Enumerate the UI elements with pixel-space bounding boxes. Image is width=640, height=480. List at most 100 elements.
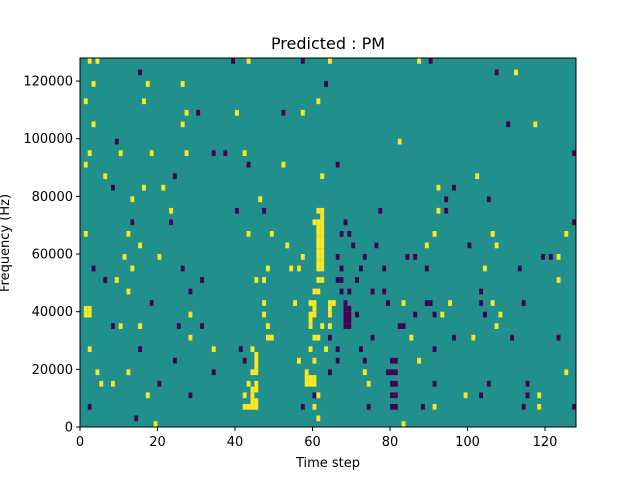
heatmap-background <box>80 58 576 427</box>
heatmap-cell-low <box>541 254 546 260</box>
heatmap-cell-low <box>444 196 449 203</box>
heatmap-cell-high <box>87 311 92 318</box>
heatmap-cell-high <box>308 375 313 381</box>
heatmap-cell-high <box>103 173 108 180</box>
heatmap-cell-high <box>242 403 247 410</box>
heatmap-cell-high <box>316 259 321 266</box>
heatmap-cell-low <box>355 277 360 283</box>
heatmap-cell-low <box>262 207 267 214</box>
heatmap-cell-low <box>188 392 193 399</box>
heatmap-cell-high <box>537 403 542 410</box>
heatmap-cell-high <box>312 311 317 318</box>
x-tick-label: 120 <box>533 435 558 450</box>
heatmap-cell-high <box>87 150 92 157</box>
x-tick-label: 60 <box>304 435 321 450</box>
heatmap-cell-high <box>494 323 499 329</box>
heatmap-cell-high <box>494 242 499 249</box>
heatmap-cell-high <box>316 236 321 243</box>
heatmap-cell-high <box>320 323 325 329</box>
heatmap-cell-low <box>328 369 332 376</box>
heatmap-cell-low <box>444 207 449 214</box>
heatmap-cell-high <box>145 81 150 87</box>
heatmap-cell-high <box>138 323 143 329</box>
heatmap-cell-high <box>99 380 104 387</box>
heatmap-cell-high <box>308 380 313 387</box>
heatmap-cell-low <box>362 357 367 364</box>
heatmap-cell-low <box>486 380 491 387</box>
heatmap-cell-low <box>157 380 162 387</box>
heatmap-cell-low <box>359 346 363 353</box>
heatmap-cell-high <box>436 207 441 214</box>
heatmap-cell-low <box>351 242 356 249</box>
heatmap-cell-high <box>254 369 259 376</box>
heatmap-cell-high <box>142 184 146 191</box>
heatmap-cell-high <box>184 150 189 157</box>
heatmap-cell-high <box>246 380 251 387</box>
heatmap-cell-high <box>266 265 270 272</box>
heatmap-cell-low <box>525 392 530 399</box>
heatmap-cell-high <box>250 398 255 404</box>
heatmap-cell-low <box>390 392 394 399</box>
heatmap-cell-high <box>308 311 313 318</box>
heatmap-cell-low <box>91 265 96 272</box>
heatmap-cell-high <box>87 346 92 353</box>
heatmap-cell-high <box>180 121 185 128</box>
heatmap-cell-low <box>111 323 115 329</box>
heatmap-cell-high <box>320 254 325 260</box>
heatmap-cell-low <box>393 403 398 410</box>
heatmap-cell-high <box>300 109 305 116</box>
y-tick-label: 60000 <box>32 248 73 263</box>
y-tick-label: 120000 <box>23 75 73 90</box>
heatmap-cell-high <box>285 242 290 249</box>
heatmap-cell-low <box>517 265 522 272</box>
heatmap-cell-high <box>250 403 255 410</box>
y-tick-label: 20000 <box>32 363 73 378</box>
heatmap-cell-low <box>506 121 511 128</box>
heatmap-cell-high <box>130 265 135 272</box>
heatmap-cell-high <box>320 236 325 243</box>
x-tick-label: 100 <box>455 435 480 450</box>
heatmap-cell-high <box>161 184 166 191</box>
heatmap-cell-low <box>405 254 410 260</box>
heatmap-cell-high <box>448 300 453 306</box>
heatmap-cell-low <box>173 357 177 364</box>
heatmap-cell-low <box>339 288 344 295</box>
heatmap-cell-low <box>413 254 418 260</box>
chart-title: Predicted : PM <box>271 34 385 53</box>
heatmap-cell-high <box>316 230 321 237</box>
heatmap-cell-high <box>180 81 185 87</box>
heatmap-cell-high <box>324 346 329 353</box>
heatmap-cell-high <box>304 369 309 376</box>
heatmap-cell-high <box>362 369 367 376</box>
heatmap-cell-high <box>328 311 332 318</box>
heatmap-cell-high <box>490 300 495 306</box>
heatmap-cell-low <box>370 334 375 341</box>
heatmap-cell-high <box>537 392 542 399</box>
heatmap-cell-high <box>250 392 255 399</box>
heatmap-cell-high <box>297 265 301 272</box>
heatmap-cell-high <box>409 334 414 341</box>
heatmap-cell-high <box>250 346 255 353</box>
heatmap-cell-high <box>304 375 309 381</box>
heatmap-cell-high <box>126 230 131 237</box>
heatmap-cell-low <box>138 69 143 76</box>
heatmap-cell-low <box>483 311 487 318</box>
heatmap-cell-high <box>122 254 127 260</box>
heatmap-cell-high <box>281 161 286 168</box>
heatmap-cell-low <box>359 265 363 272</box>
heatmap-cell-low <box>130 219 135 226</box>
heatmap-cell-high <box>289 265 294 272</box>
heatmap-cell-high <box>471 334 476 341</box>
heatmap-cell-low <box>238 346 243 353</box>
heatmap-cell-low <box>111 184 115 191</box>
heatmap-cell-high <box>316 207 321 214</box>
heatmap-cell-high <box>440 311 445 318</box>
heatmap-cell-low <box>343 305 348 312</box>
heatmap-cell-high <box>126 288 131 295</box>
heatmap-cell-low <box>390 369 394 376</box>
heatmap-cell-low <box>281 109 286 116</box>
heatmap-cell-high <box>436 184 441 191</box>
heatmap-cell-low <box>432 311 437 318</box>
heatmap-cell-high <box>118 150 123 157</box>
